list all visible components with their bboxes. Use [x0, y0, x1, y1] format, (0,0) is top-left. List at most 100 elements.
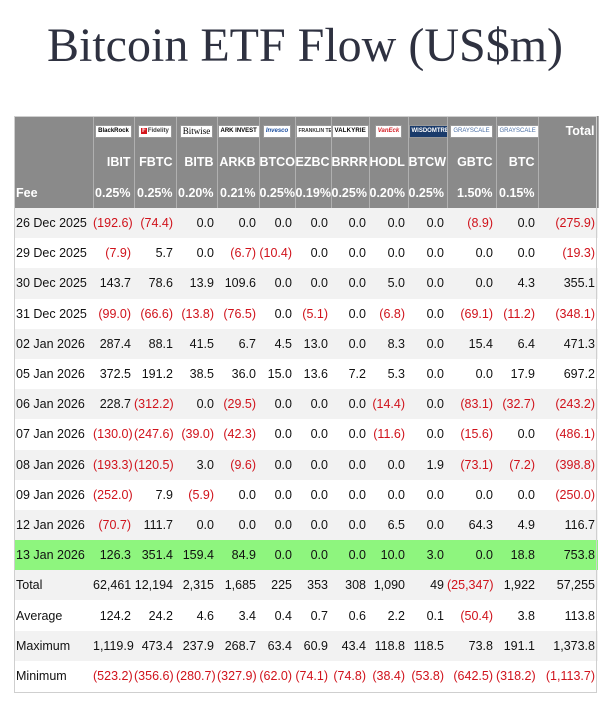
ticker-btco: BTCO [259, 146, 296, 177]
flow-value-bitb: 13.9 [176, 268, 217, 299]
flow-value-arkb: (76.5) [217, 298, 259, 329]
flow-value-ezbc: 0.0 [295, 540, 331, 571]
flow-value-hodl: 0.0 [369, 449, 408, 480]
flow-value-hodl: 10.0 [369, 540, 408, 571]
row-total: 116.7 [538, 509, 598, 541]
flow-value-ezbc: (5.1) [295, 298, 331, 329]
flow-value-ibit: (193.3) [93, 449, 134, 480]
flow-value-gbtc: 0.0 [447, 238, 496, 269]
stat-label: Total [14, 570, 93, 601]
flow-value-gbtc: (83.1) [447, 389, 496, 420]
flow-value-brrr: 0.0 [331, 389, 369, 420]
stat-value-bitb: (280.7) [176, 660, 217, 691]
flow-value-brrr: 0.0 [331, 208, 369, 239]
flow-value-btco: 4.5 [259, 328, 295, 359]
flow-value-hodl: 0.0 [369, 479, 408, 510]
flow-value-ibit: 372.5 [93, 358, 134, 390]
row-date: 13 Jan 2026 [14, 540, 93, 571]
flow-value-btco: 0.0 [259, 479, 295, 510]
table-row: 05 Jan 2026 372.5 191.2 38.5 36.0 15.0 13.6 7.2… [14, 358, 598, 390]
invesco-logo: Invesco [262, 125, 292, 139]
flow-value-btc: (11.2) [496, 298, 538, 329]
flow-value-ibit: (70.7) [93, 509, 134, 541]
row-total: (275.9) [538, 208, 598, 239]
fee-label: Fee [14, 177, 94, 208]
flow-value-ibit: (99.0) [93, 298, 134, 329]
flow-value-fbtc: (247.6) [134, 419, 176, 450]
flow-value-brrr: 0.0 [331, 298, 369, 329]
row-total: (398.8) [538, 449, 598, 480]
flow-value-ezbc: 13.0 [295, 328, 331, 359]
stat-total: 113.8 [538, 600, 598, 631]
flow-value-ezbc: 0.0 [295, 509, 331, 541]
stat-value-fbtc: 473.4 [134, 630, 176, 661]
row-date: 31 Dec 2025 [14, 298, 93, 329]
flow-value-ezbc: 0.0 [295, 238, 331, 269]
stat-value-bitb: 2,315 [176, 570, 217, 601]
flow-value-fbtc: 78.6 [134, 268, 176, 299]
ticker-brrr: BRRR [331, 146, 370, 177]
flow-value-arkb: (9.6) [217, 449, 259, 480]
stat-value-btco: 225 [259, 570, 295, 601]
flow-value-btco: 0.0 [259, 419, 295, 450]
flow-value-gbtc: 0.0 [447, 479, 496, 510]
flow-value-gbtc: (8.9) [447, 208, 496, 239]
ticker-total-blank [538, 146, 599, 177]
stat-value-btcw: 0.1 [408, 600, 447, 631]
flow-value-btc: 0.0 [496, 208, 538, 239]
flow-value-fbtc: 111.7 [134, 509, 176, 541]
ticker-btc: BTC [496, 146, 539, 177]
stat-value-gbtc: 73.8 [447, 630, 496, 661]
flow-value-btc: 0.0 [496, 479, 538, 510]
flow-value-bitb: 0.0 [176, 509, 217, 541]
blackrock-logo: BlackRock [95, 125, 132, 139]
ticker-arkb: ARKB [217, 146, 260, 177]
flow-value-bitb: 38.5 [176, 358, 217, 390]
stat-value-hodl: 2.2 [369, 600, 408, 631]
row-total: 355.1 [538, 268, 598, 299]
table-row: 30 Dec 2025 143.7 78.6 13.9 109.6 0.0 0.0 0.0 5.… [14, 268, 598, 299]
ticker-bitb: BITB [176, 146, 218, 177]
stat-value-arkb: 1,685 [217, 570, 259, 601]
stat-value-btco: 63.4 [259, 630, 295, 661]
flow-value-gbtc: 15.4 [447, 328, 496, 359]
row-total: 697.2 [538, 358, 598, 390]
stat-value-btc: 1,922 [496, 570, 538, 601]
fee-bitb: 0.20% [176, 177, 218, 208]
flow-value-fbtc: (120.5) [134, 449, 176, 480]
bitwise-logo: Bitwise [179, 125, 214, 139]
flow-value-bitb: (39.0) [176, 419, 217, 450]
flow-value-fbtc: 88.1 [134, 328, 176, 359]
fee-btcw: 0.25% [408, 177, 448, 208]
stat-row-average: Average 124.2 24.2 4.6 3.4 0.4 0.7 0.6 2.2 0.1 (50… [14, 600, 598, 631]
flow-value-fbtc: (74.4) [134, 208, 176, 239]
flow-value-gbtc: 0.0 [447, 540, 496, 571]
stat-value-btcw: 49 [408, 570, 447, 601]
flow-value-btcw: 0.0 [408, 208, 447, 239]
fee-row: Fee 0.25% 0.25% 0.20% 0.21% 0.25% 0.19% 0.25% 0… [14, 177, 599, 208]
stat-value-hodl: 118.8 [369, 630, 408, 661]
flow-value-bitb: 3.0 [176, 449, 217, 480]
ticker-gbtc: GBTC [447, 146, 497, 177]
flow-value-hodl: 6.5 [369, 509, 408, 541]
flow-value-btco: (10.4) [259, 238, 295, 269]
flow-value-ibit: 228.7 [93, 389, 134, 420]
row-total: (486.1) [538, 419, 598, 450]
table-row: 06 Jan 2026 228.7 (312.2) 0.0 (29.5) 0.0 0.0 0.… [14, 389, 598, 420]
etf-flow-table: BlackRock F Fidelity Bitwise ARK INVEST I… [14, 116, 599, 691]
stat-row-minimum: Minimum (523.2) (356.6) (280.7) (327.9) (62.0… [14, 660, 598, 691]
flow-value-brrr: 0.0 [331, 449, 369, 480]
fee-btc: 0.15% [496, 177, 539, 208]
fee-hodl: 0.20% [369, 177, 409, 208]
fee-arkb: 0.21% [217, 177, 260, 208]
flow-value-btcw: 0.0 [408, 358, 447, 390]
flow-value-brrr: 0.0 [331, 238, 369, 269]
stat-value-brrr: (74.8) [331, 660, 369, 691]
flow-value-ibit: 126.3 [93, 540, 134, 571]
flow-value-fbtc: (312.2) [134, 389, 176, 420]
row-date: 08 Jan 2026 [14, 449, 93, 480]
ticker-fbtc: FBTC [134, 146, 177, 177]
stat-value-fbtc: 24.2 [134, 600, 176, 631]
flow-value-arkb: 109.6 [217, 268, 259, 299]
flow-value-gbtc: 0.0 [447, 358, 496, 390]
